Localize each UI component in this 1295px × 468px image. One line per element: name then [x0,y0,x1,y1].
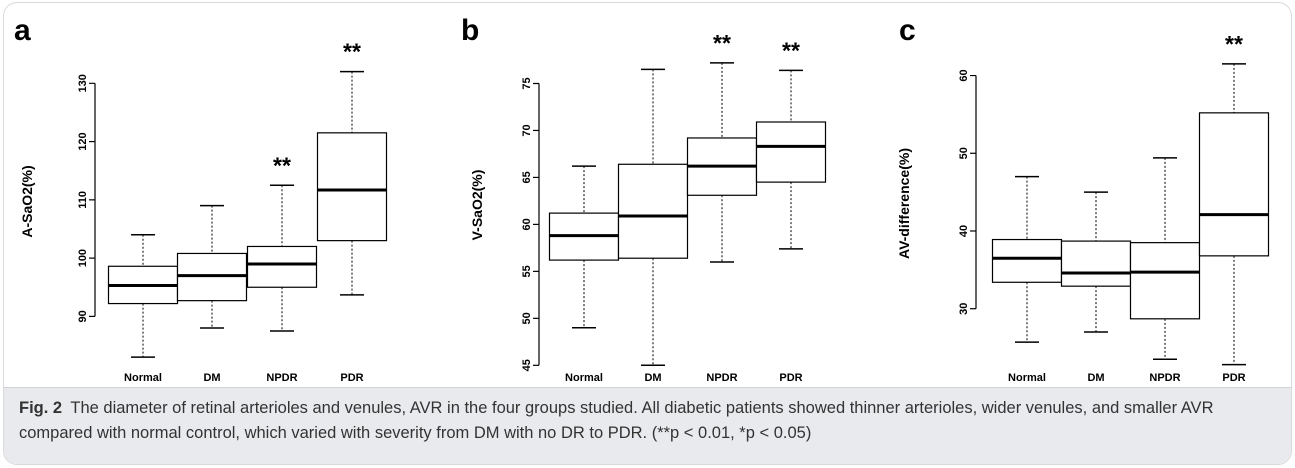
panel-b-ytick-label: 50 [521,312,533,324]
panel-a-significance-mark: ** [343,39,361,65]
panel-c-ytick-label: 50 [958,147,970,159]
panel-a-ytick-label: 130 [77,74,89,92]
panel-c-ylabel: AV-difference(%) [896,148,912,259]
panel-c-ytick-label: 60 [958,69,970,81]
panel-a-category-label: DM [203,372,220,384]
panel-a-letter: a [14,14,31,47]
panel-c-category-label: Normal [1008,372,1046,384]
panel-c-box [1129,242,1201,320]
panel-a-category-label: Normal [124,372,162,384]
panel-b-ytick-label: 60 [521,218,533,230]
panel-c-category-label: DM [1087,372,1104,384]
panel-a-box [246,245,318,288]
caption-fig-label: Fig. 2 [19,399,63,417]
panel-b-box [755,121,827,183]
panel-a-box [316,132,388,242]
panel-c-category-label: PDR [1222,372,1245,384]
panel-b-ytick-label: 65 [521,171,533,183]
panel-c-significance-mark: ** [1225,31,1243,57]
panel-c-box [1198,112,1270,257]
panel-b-ytick-label: 75 [521,77,533,89]
panel-b-significance-mark: ** [782,37,800,63]
panel-a-ytick-label: 120 [77,132,89,150]
panel-a-significance-mark: ** [273,152,291,178]
panel-c-letter: c [899,14,916,47]
panel-b-category-label: NPDR [706,372,737,384]
figure-plots: a 90 100 110 120 130 A-SaO2(%) Normal DM NPDR ** PD… [14,14,1270,384]
figure-frame: a 90 100 110 120 130 A-SaO2(%) Normal DM NPDR ** PD… [3,2,1292,465]
panel-a-ylabel: A-SaO2(%) [19,165,35,237]
panel-a-ytick-label: 100 [77,249,89,267]
panel-c-category-label: NPDR [1149,372,1180,384]
panel-c-box [1060,240,1132,287]
panel-c-box [991,238,1063,283]
panel-a-ytick-label: 110 [77,191,89,209]
panel-b-category-label: Normal [565,372,603,384]
panel-b-category-label: PDR [779,372,802,384]
panel-b-box [617,163,689,259]
panel-a-category-label: NPDR [266,372,297,384]
panel-b-ylabel: V-SaO2(%) [469,170,485,241]
panel-b-ytick-label: 45 [521,359,533,371]
panel-c-ytick-label: 40 [958,225,970,237]
panel-b-ytick-label: 55 [521,265,533,277]
figure-caption: Fig. 2 The diameter of retinal arteriole… [19,396,1277,446]
caption-bar: Fig. 2 The diameter of retinal arteriole… [4,387,1291,464]
panel-b-ytick-label: 70 [521,124,533,136]
caption-text: The diameter of retinal arterioles and v… [19,399,1214,442]
panel-c-ytick-label: 30 [958,303,970,315]
panel-b-significance-mark: ** [713,30,731,56]
panel-a-ytick-label: 90 [77,310,89,322]
panel-b-category-label: DM [644,372,661,384]
panel-a-category-label: PDR [340,372,363,384]
panel-b-letter: b [461,14,479,47]
